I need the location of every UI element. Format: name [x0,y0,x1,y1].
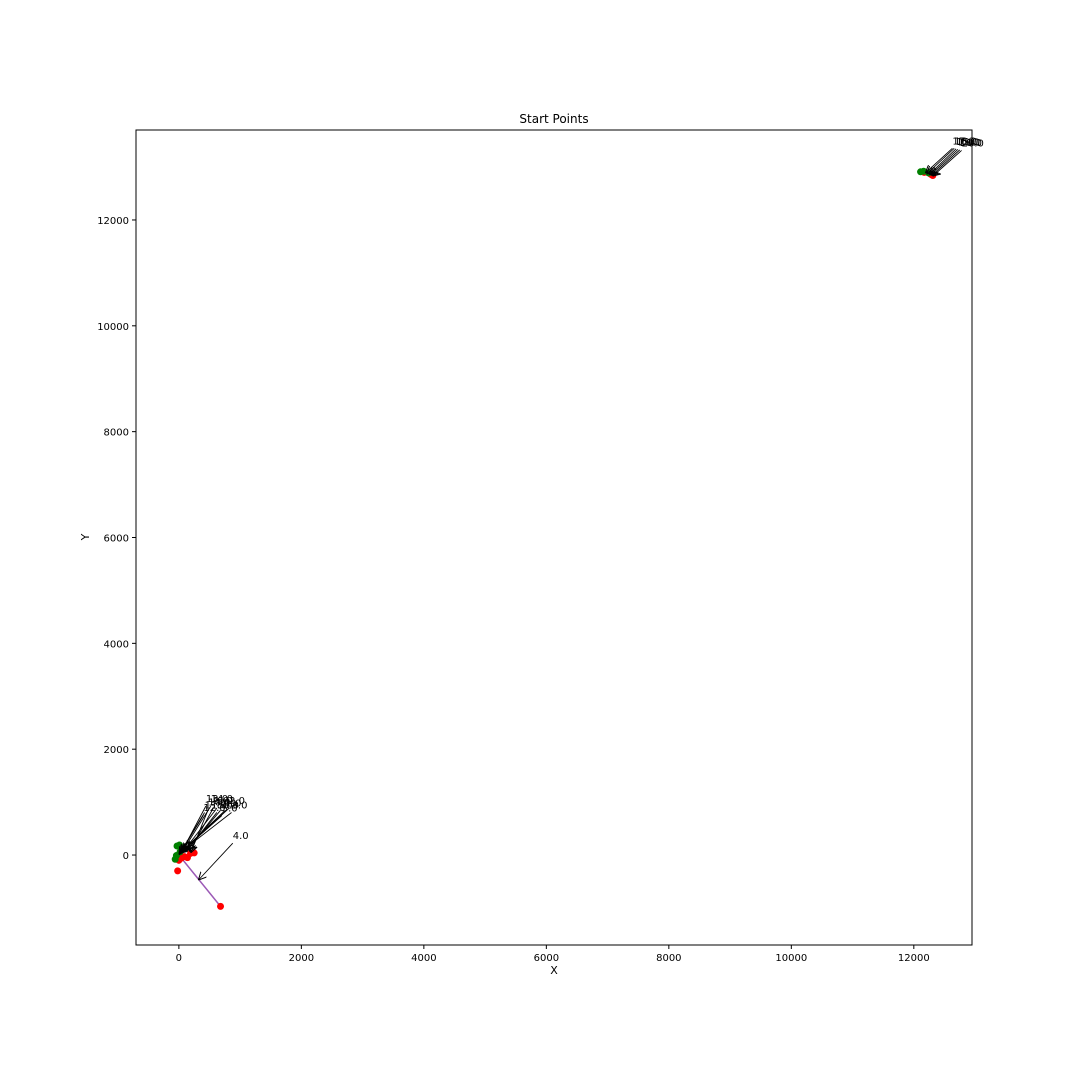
data-point-red [217,902,225,910]
annotation-label: 13.0 [206,794,228,805]
annotation-arrow [191,809,209,852]
annotation-label: 7.0 [221,798,237,809]
annotation-label: 20.0 [962,138,984,149]
x-tick-label: 2000 [289,953,314,964]
plot-layer [171,167,937,910]
data-point-red [174,867,182,875]
annotation-label: 6.0 [217,796,233,807]
annotation-label: 0.0 [223,800,239,811]
y-tick-label: 12000 [97,216,129,227]
annotation-label: 14.0 [211,794,233,805]
y-tick-label: 8000 [104,428,129,439]
annotation-arrow [933,150,962,175]
chart-title: Start Points [519,112,588,126]
annotation-label: 17.0 [952,136,974,147]
y-tick-label: 10000 [97,322,129,333]
y-tick-label: 2000 [104,745,129,756]
y-axis-label: Y [79,533,92,541]
annotation-label: 1.0 [225,798,241,809]
annotation-label: 4.0 [233,831,249,842]
annotation-arrow [931,149,959,174]
plot-area-frame [135,129,973,946]
x-tick-label: 12000 [898,953,930,964]
annotation-label: 19.0 [958,137,980,148]
x-tick-label: 8000 [656,953,681,964]
x-axis-label: X [550,964,558,977]
annotation-label: 18.0 [960,138,982,149]
annotation-label: 12.0 [203,803,225,814]
x-tick-label: 10000 [775,953,807,964]
annotation-label: 15.0 [956,137,978,148]
annotation-arrow [183,805,212,850]
annotation-label: 3.0 [232,800,248,811]
y-tick-label: 6000 [104,534,129,545]
annotation-label: 5.0 [222,804,238,815]
annotation-arrow [189,812,218,848]
annotation-label: 16.0 [954,136,976,147]
x-tick-label: 0 [176,953,182,964]
annotation-label: 8.0 [217,800,233,811]
y-tick-label: 4000 [104,639,129,650]
y-tick-label: 0 [123,851,129,862]
annotation-label: 10.0 [208,797,230,808]
annotation-arrow [930,148,957,174]
annotation-label: 2.0 [229,796,245,807]
annotation-label: 11.0 [205,800,227,811]
tick-layer: 0 2000 4000 6000 8000 10000 12000 0 2000 4000 6000… [97,216,930,964]
annotation-arrow [199,842,234,879]
x-tick-label: 4000 [411,953,436,964]
annotation-layer: 4.0 0.01.02.03.05.06.07.08.09.010.011.012… [179,136,984,879]
annotation-label: 9.0 [213,796,229,807]
annotation-arrow [190,808,214,851]
data-point-green [171,855,179,863]
data-point-green [175,841,183,849]
x-tick-label: 6000 [534,953,559,964]
